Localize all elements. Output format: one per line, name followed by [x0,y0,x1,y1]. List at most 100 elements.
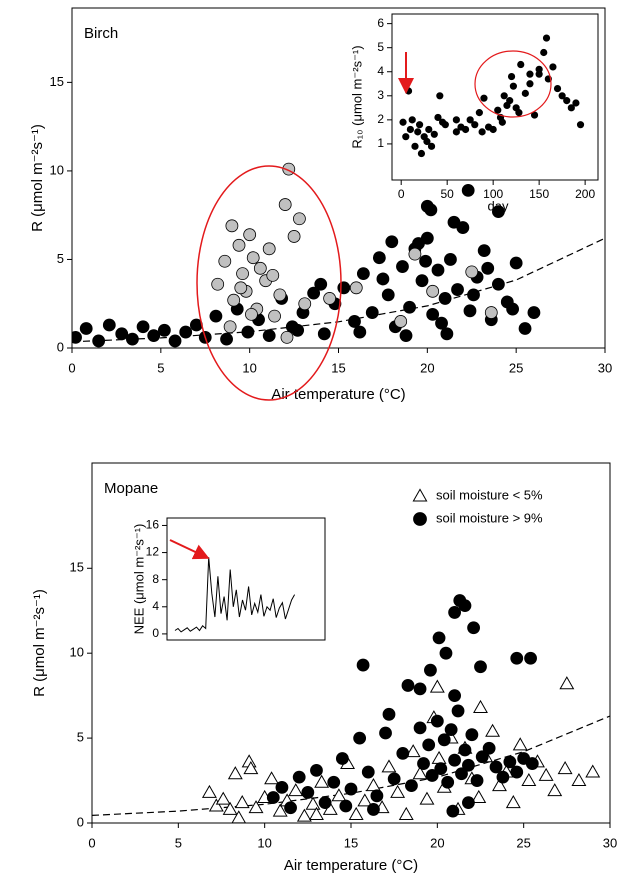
point [253,261,267,275]
legend-marker [412,488,428,502]
point [426,307,440,321]
highlight-ellipse [196,165,342,401]
plot [92,594,610,823]
point [494,106,502,114]
point [567,104,575,112]
point [444,723,458,737]
point [526,70,534,78]
point [327,775,341,789]
point [208,798,224,812]
point [241,325,255,339]
point [356,658,370,672]
y-tick-label: 15 [70,560,84,575]
point [503,755,517,769]
fit-line [72,237,605,343]
y-axis-label: NEE (μmol m⁻²s⁻¹) [131,524,146,635]
point [455,767,468,781]
point [419,254,432,268]
point [461,183,475,197]
point [413,721,427,735]
y-axis-label: R (μmol m⁻²s⁻¹) [29,124,46,232]
plot [174,557,296,633]
point [542,34,551,42]
point [215,791,231,805]
point [222,801,238,815]
point [436,92,444,100]
point [381,288,395,302]
point [284,801,297,815]
point [147,329,161,343]
point [405,744,421,758]
y-axis-label: R₁₀ (μmol m⁻²s⁻¹) [349,45,364,148]
point [491,277,505,291]
legend-label: soil moisture < 5% [436,487,543,502]
x-tick-label: 10 [257,835,271,850]
point [211,277,225,291]
point [234,795,250,809]
point [430,130,438,138]
point [227,293,241,307]
point [288,783,304,797]
point [478,128,486,136]
point [102,318,116,332]
point [179,325,193,339]
point [218,254,232,268]
point [390,784,406,798]
point [505,795,521,809]
point [425,125,433,134]
point [446,804,460,818]
x-axis-label: Air temperature (°C) [271,386,405,403]
point [512,737,528,751]
x-tick-label: 150 [529,187,549,201]
point [448,689,462,703]
point [287,230,301,243]
point [585,764,601,778]
point [432,631,446,645]
point [245,307,258,321]
point [298,297,312,311]
point [305,796,321,810]
point [461,125,470,134]
y-tick-label: 5 [377,40,384,54]
point [291,323,305,337]
y-tick-label: 2 [377,112,384,126]
point [310,763,323,777]
point [385,235,399,249]
x-tick-label: 15 [331,360,345,375]
point [506,302,520,316]
point [510,651,524,665]
point [361,765,375,779]
point [500,92,508,100]
point [401,679,415,692]
point [323,292,337,305]
x-tick-label: 20 [420,360,434,375]
point [399,118,407,126]
point [394,315,408,328]
point [538,767,554,781]
point [425,769,439,782]
plot [72,162,605,348]
point [387,772,401,786]
point [462,758,475,772]
point [189,318,203,332]
point [509,82,517,90]
plot-frame [71,7,606,349]
point [452,116,460,124]
plot-frame [391,13,599,181]
point [448,753,462,767]
point [489,125,497,134]
x-tick-label: 5 [175,835,182,850]
y-tick-label: 3 [377,88,384,102]
point [415,121,424,129]
point [248,800,264,814]
plot-frame [166,517,326,641]
y-tick-label: 5 [57,251,64,266]
x-tick-label: 100 [483,187,503,201]
y-tick-label: 4 [377,64,384,78]
point [491,205,505,219]
y-tick-label: 8 [152,572,159,586]
point [406,125,414,134]
